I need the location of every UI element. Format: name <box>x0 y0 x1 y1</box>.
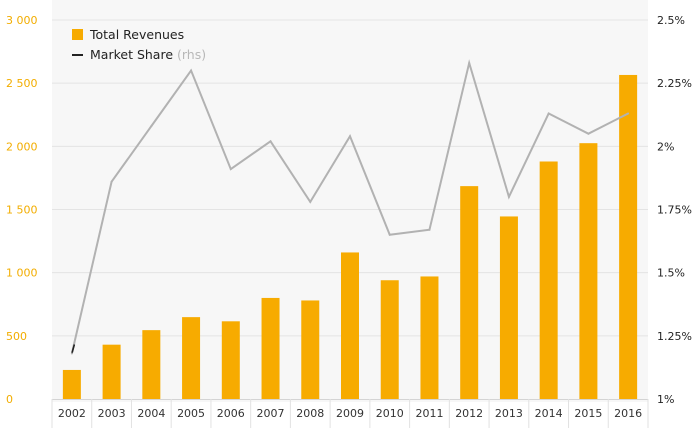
legend-label-revenues: Total Revenues <box>89 27 184 42</box>
bar-2009 <box>341 252 359 399</box>
x-tick-label-2002: 2002 <box>58 407 86 420</box>
legend: Total Revenues Market Share (rhs) <box>72 27 206 62</box>
y-left-tick-label: 1 000 <box>6 267 38 280</box>
y-left-tick-label: 2 500 <box>6 77 38 90</box>
point-2005 <box>190 69 193 72</box>
bar-2006 <box>221 321 240 399</box>
y-right-tick-label: 1% <box>657 393 674 406</box>
bar-2004 <box>142 330 161 399</box>
legend-label-market-share-name: Market Share <box>90 47 173 62</box>
bar-2014 <box>539 161 558 399</box>
y-right-tick-label: 2.25% <box>657 77 692 90</box>
y-left-tick-label: 0 <box>6 393 13 406</box>
y-left-tick-label: 2 000 <box>6 140 38 153</box>
x-tick-label-2016: 2016 <box>614 407 642 420</box>
point-2003 <box>110 180 113 183</box>
bar-2013 <box>499 216 518 399</box>
point-2009 <box>349 135 351 138</box>
bar-2015 <box>579 143 598 399</box>
x-tick-label-2009: 2009 <box>336 407 364 420</box>
y-left-tick-label: 1 500 <box>6 204 38 217</box>
point-2008 <box>309 200 312 203</box>
point-2004 <box>150 125 153 128</box>
point-2012 <box>468 61 471 64</box>
bar-2010 <box>380 280 399 399</box>
x-tick-label-2013: 2013 <box>495 407 523 420</box>
y-axis-right: 1% 1.25% 1.5% 1.75% 2% 2.25% 2.5% <box>657 14 692 406</box>
y-right-tick-label: 2% <box>657 140 674 153</box>
legend-label-market-share-note: (rhs) <box>177 47 206 62</box>
y-left-tick-label: 3 000 <box>6 14 38 27</box>
x-tick-label-2004: 2004 <box>137 407 165 420</box>
bar-2005 <box>182 317 201 399</box>
point-2007 <box>269 140 272 143</box>
bar-2012 <box>460 186 479 399</box>
x-tick-label-2015: 2015 <box>574 407 602 420</box>
x-tick-label-2011: 2011 <box>415 407 443 420</box>
y-right-tick-label: 1.5% <box>657 267 685 280</box>
x-tick-label-2012: 2012 <box>455 407 483 420</box>
line-series <box>70 59 630 355</box>
legend-item-revenues: Total Revenues <box>72 27 184 42</box>
x-tick-label-2005: 2005 <box>177 407 205 420</box>
bar-2016 <box>619 74 638 399</box>
x-tick-label-2006: 2006 <box>217 407 245 420</box>
y-left-tick-label: 500 <box>6 330 27 343</box>
bar-2003 <box>102 344 121 399</box>
legend-swatch-line <box>72 54 83 56</box>
legend-swatch-bar <box>72 29 83 40</box>
x-tick-label-2010: 2010 <box>376 407 404 420</box>
point-2016 <box>627 112 630 115</box>
y-right-tick-label: 1.25% <box>657 330 692 343</box>
bar-2002 <box>62 369 81 399</box>
x-tick-label-2014: 2014 <box>535 407 563 420</box>
x-tick-label-2003: 2003 <box>98 407 126 420</box>
y-right-tick-label: 1.75% <box>657 204 692 217</box>
point-2015 <box>587 132 590 135</box>
point-2002 <box>70 352 73 355</box>
point-2006 <box>229 168 232 171</box>
x-tick-label-2007: 2007 <box>257 407 285 420</box>
point-2014 <box>547 112 550 115</box>
bar-2011 <box>420 276 439 399</box>
y-axis-left: 0 500 1 000 1 500 2 000 2 500 3 000 <box>6 14 38 406</box>
x-axis: 2002 2003 2004 2005 2006 2007 2008 2009 2010 2011… <box>51 399 649 428</box>
market-share-line-start <box>71 344 76 354</box>
bar-2008 <box>301 300 320 399</box>
bar-series <box>62 74 638 399</box>
y-right-tick-label: 2.5% <box>657 14 685 27</box>
point-2011 <box>428 228 431 231</box>
bar-2007 <box>261 297 280 399</box>
legend-label-market-share: Market Share (rhs) <box>90 47 206 62</box>
legend-item-market-share: Market Share (rhs) <box>72 47 206 62</box>
point-2013 <box>507 195 510 198</box>
x-tick-label-2008: 2008 <box>296 407 324 420</box>
point-2010 <box>388 233 391 236</box>
